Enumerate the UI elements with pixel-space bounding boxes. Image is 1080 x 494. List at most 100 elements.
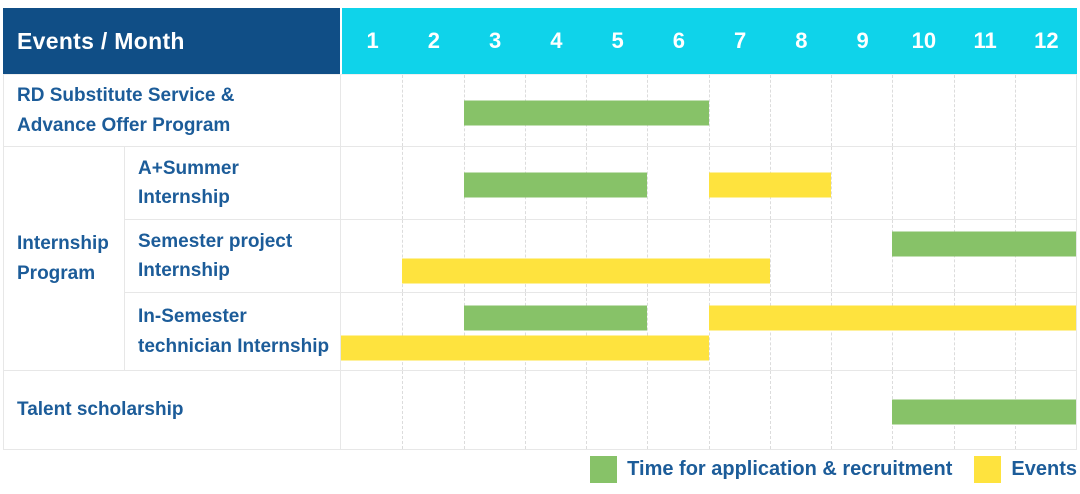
row-label-cell: Talent scholarship [4, 371, 341, 449]
row-label: RD Substitute Service & Advance Offer Pr… [17, 85, 235, 136]
legend-item-recruitment: Time for application & recruitment [590, 456, 952, 483]
legend-item-events: Events [974, 456, 1077, 483]
row-in-semester-technician: In-Semester technician Internship [125, 293, 1076, 370]
table-title: Events / Month [17, 27, 185, 54]
row-a-plus-summer: A+Summer Internship [125, 147, 1076, 220]
month-gridline [831, 220, 892, 292]
month-gridline [1014, 75, 1076, 146]
month-gridline [586, 220, 647, 292]
months-header: 1 2 3 4 5 6 7 8 9 10 11 12 [342, 8, 1077, 74]
month-header-3: 3 [489, 28, 502, 53]
event-bar [341, 335, 709, 361]
recruitment-bar [463, 305, 648, 331]
month-gridline [647, 371, 708, 449]
chart-lane-semester-project [341, 220, 1076, 292]
chart-lane-a-plus-summer [341, 147, 1076, 219]
month-gridline [892, 75, 953, 146]
month-gridline [524, 293, 586, 370]
legend-label-recruitment: Time for application & recruitment [627, 458, 953, 480]
chart-lane-in-semester-technician [341, 293, 1076, 370]
month-gridline [953, 147, 1015, 219]
month-gridline [831, 371, 892, 449]
month-header-9: 9 [856, 28, 869, 53]
month-gridline [769, 293, 831, 370]
event-bar [708, 172, 831, 198]
group-label-cell: Internship Program [4, 147, 125, 370]
row-group-internship-program: Internship Program A+Summer Internship S… [4, 147, 1076, 371]
month-gridline [341, 220, 402, 292]
month-gridline [524, 371, 586, 449]
month-gridline [647, 293, 708, 370]
month-gridline [953, 293, 1015, 370]
month-gridline [463, 220, 525, 292]
recruitment-swatch-icon [590, 456, 618, 483]
month-gridline [708, 371, 770, 449]
chart-lane-rd-substitute [341, 75, 1076, 146]
month-header-1: 1 [366, 28, 379, 53]
month-gridline [708, 220, 770, 292]
month-gridline [953, 75, 1015, 146]
legend-label-events: Events [1011, 458, 1077, 480]
event-bar [402, 258, 770, 284]
table-body: RD Substitute Service & Advance Offer Pr… [3, 74, 1077, 450]
recruitment-bar [892, 399, 1076, 425]
month-gridline [341, 75, 402, 146]
month-gridline [341, 371, 402, 449]
month-gridline [831, 293, 892, 370]
month-header-12: 12 [1034, 28, 1059, 53]
month-gridline [586, 371, 647, 449]
sub-row-label: In-Semester technician Internship [138, 306, 330, 357]
month-header-8: 8 [795, 28, 808, 53]
month-gridline [524, 220, 586, 292]
month-gridline [463, 293, 525, 370]
month-gridline [769, 220, 831, 292]
month-gridline [831, 147, 892, 219]
month-gridline [402, 371, 463, 449]
sub-row-label-cell: A+Summer Internship [125, 147, 341, 219]
header-title-cell: Events / Month [3, 8, 340, 74]
month-header-6: 6 [672, 28, 685, 53]
month-gridline [402, 75, 463, 146]
group-label: Internship Program [17, 233, 109, 284]
sub-row-label: Semester project Internship [138, 230, 293, 281]
recruitment-bar [463, 100, 709, 126]
month-gridline [892, 147, 953, 219]
month-gridline [1014, 147, 1076, 219]
legend: Time for application & recruitment Event… [590, 456, 1077, 483]
month-gridline [892, 293, 953, 370]
month-header-5: 5 [611, 28, 624, 53]
month-gridline [586, 293, 647, 370]
row-semester-project: Semester project Internship [125, 220, 1076, 293]
month-gridline [708, 75, 770, 146]
month-gridline [769, 75, 831, 146]
sub-row-label: A+Summer Internship [138, 157, 239, 208]
month-header-10: 10 [911, 28, 937, 53]
month-gridline [831, 75, 892, 146]
month-gridline [402, 293, 463, 370]
month-gridline [402, 220, 463, 292]
event-bar [708, 305, 1076, 331]
month-gridline [402, 147, 463, 219]
month-gridline [647, 220, 708, 292]
sub-row-label-cell: In-Semester technician Internship [125, 293, 341, 370]
month-gridline [647, 147, 708, 219]
sub-row-label-cell: Semester project Internship [125, 220, 341, 292]
row-label: Talent scholarship [17, 399, 184, 421]
internship-sub-rows: A+Summer Internship Semester project Int… [125, 147, 1076, 370]
chart-lane-talent-scholarship [341, 371, 1076, 449]
month-header-7: 7 [734, 28, 747, 53]
month-header-2: 2 [427, 28, 440, 53]
row-talent-scholarship: Talent scholarship [4, 371, 1076, 449]
month-gridline [1014, 293, 1076, 370]
month-header-11: 11 [973, 28, 997, 53]
month-header-4: 4 [550, 28, 563, 53]
month-gridline [341, 147, 402, 219]
recruitment-bar [892, 231, 1076, 257]
gantt-table: Events / Month 1 2 3 4 5 6 7 8 9 10 11 1… [3, 8, 1077, 450]
month-gridline [769, 371, 831, 449]
month-gridline [463, 371, 525, 449]
row-label-cell: RD Substitute Service & Advance Offer Pr… [4, 75, 341, 146]
events-swatch-icon [974, 456, 1002, 483]
month-gridline [708, 293, 770, 370]
table-header: Events / Month 1 2 3 4 5 6 7 8 9 10 11 1… [3, 8, 1077, 74]
